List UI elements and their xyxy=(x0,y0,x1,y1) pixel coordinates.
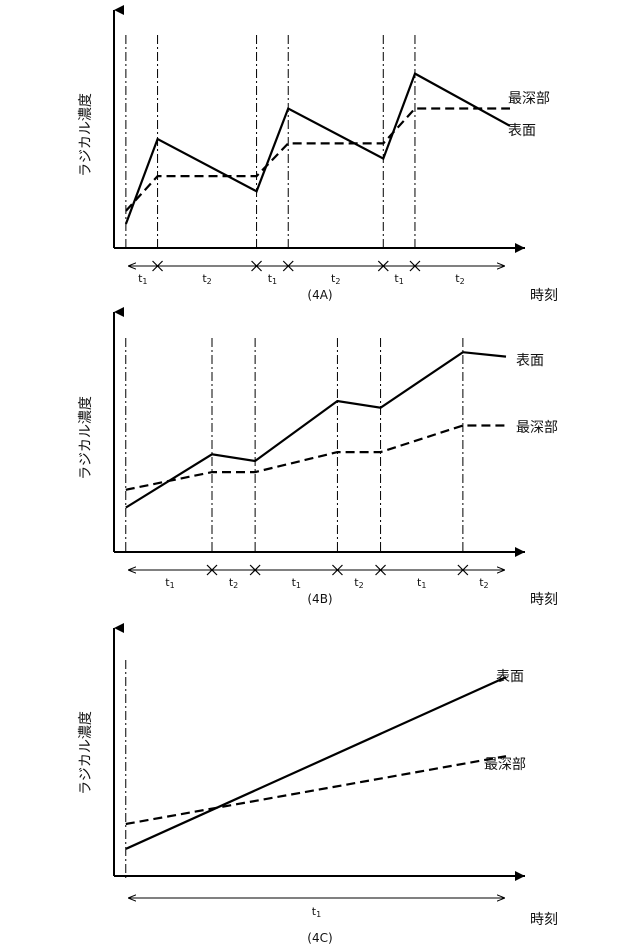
panel-a-segment-label-2: t1 xyxy=(268,272,277,286)
segment-label-sub: 2 xyxy=(233,581,238,590)
panel-a-segment-label-5: t2 xyxy=(455,272,464,286)
panel-a-timeline-cross-1 xyxy=(152,260,163,272)
segment-label-main: t xyxy=(312,905,317,918)
segment-label-sub: 1 xyxy=(399,277,404,286)
panel-c-series-deep xyxy=(125,755,507,826)
panel-c-segment-label-0: t1 xyxy=(312,905,321,919)
panel-a-legend-surface: 表面 xyxy=(508,123,536,139)
cross-stroke xyxy=(282,260,294,272)
segment-label-sub: 2 xyxy=(335,277,340,286)
segment-label-main: t xyxy=(202,272,207,285)
panel-b-segment-label-5: t2 xyxy=(479,576,488,590)
panel-b-segment-label-2: t1 xyxy=(292,576,301,590)
panel-a-ylabel: ラジカル濃度 xyxy=(78,93,94,177)
panel-a-labels: ラジカル濃度 時刻 (4A) 表面 最深部 xyxy=(78,91,558,304)
panel-a-series-surface xyxy=(124,72,511,225)
segment-label-sub: 1 xyxy=(316,910,321,919)
cross-stroke xyxy=(251,260,262,272)
panel-c-labels: ラジカル濃度 時刻 (4C) 表面 最深部 xyxy=(78,669,558,945)
panel-b-series-surface xyxy=(125,351,507,509)
segment-label-sub: 1 xyxy=(421,581,426,590)
panel-c-series-surface xyxy=(125,676,507,850)
panel-a-timeline-cross-4 xyxy=(377,260,389,272)
segment-label-sub: 2 xyxy=(359,581,364,590)
panel-b-ylabel: ラジカル濃度 xyxy=(78,396,94,480)
panel-a-xlabel: 時刻 xyxy=(530,288,558,304)
panel-a-segment-label-0: t1 xyxy=(138,272,147,286)
segment-label-main: t xyxy=(292,576,297,589)
panel-a-segment-label-1: t2 xyxy=(202,272,211,286)
panel-b-legend-deep: 最深部 xyxy=(516,420,558,436)
panel-c: t1 xyxy=(113,623,525,919)
cross-stroke xyxy=(249,564,261,576)
cross-stroke xyxy=(332,564,343,576)
panel-b-segment-label-0: t1 xyxy=(165,576,174,590)
panel-b-timeline-cross-1 xyxy=(206,564,218,576)
segment-label-main: t xyxy=(394,272,399,285)
segment-label-main: t xyxy=(354,576,359,589)
segment-label-sub: 1 xyxy=(170,581,175,590)
panel-c-xlabel: 時刻 xyxy=(530,912,558,928)
panel-c-caption: (4C) xyxy=(307,931,332,945)
panel-b-segment-label-3: t2 xyxy=(354,576,363,590)
segment-label-main: t xyxy=(165,576,170,589)
segment-label-main: t xyxy=(268,272,273,285)
cross-stroke xyxy=(409,260,421,272)
panel-b-segment-label-4: t1 xyxy=(417,576,426,590)
segment-label-sub: 2 xyxy=(207,277,212,286)
segment-label-main: t xyxy=(479,576,484,589)
panel-a-caption: (4A) xyxy=(307,288,332,302)
panel-a-legend-deep: 最深部 xyxy=(508,91,550,107)
panel-b-timeline-cross-5 xyxy=(457,564,469,576)
cross-stroke xyxy=(377,260,389,272)
segment-label-sub: 1 xyxy=(142,277,147,286)
panel-a-segment-label-3: t2 xyxy=(331,272,340,286)
segment-label-sub: 1 xyxy=(296,581,301,590)
segment-label-main: t xyxy=(417,576,422,589)
cross-stroke xyxy=(375,564,386,576)
panel-b-timeline-cross-4 xyxy=(375,564,386,576)
panel-a-timeline-cross-3 xyxy=(282,260,294,272)
panel-b-caption: (4B) xyxy=(307,592,332,606)
panel-b-xlabel: 時刻 xyxy=(530,592,558,608)
panel-c-ylabel: ラジカル濃度 xyxy=(78,711,94,795)
segment-label-sub: 2 xyxy=(484,581,489,590)
segment-label-main: t xyxy=(331,272,336,285)
segment-label-sub: 2 xyxy=(460,277,465,286)
panel-b-segment-label-1: t2 xyxy=(229,576,238,590)
panel-b-timeline-cross-2 xyxy=(249,564,261,576)
panel-a: t1 t2 t1 t2 t1 t2 xyxy=(113,5,525,286)
panel-b-timeline-cross-3 xyxy=(332,564,343,576)
panel-a-timeline-cross-2 xyxy=(251,260,262,272)
cross-stroke xyxy=(152,260,163,272)
panel-c-legend-surface: 表面 xyxy=(496,669,524,685)
cross-stroke xyxy=(457,564,469,576)
segment-label-main: t xyxy=(138,272,143,285)
segment-label-main: t xyxy=(229,576,234,589)
panel-b-series-deep xyxy=(125,424,506,491)
panel-c-legend-deep: 最深部 xyxy=(484,757,526,773)
panel-b-labels: ラジカル濃度 時刻 (4B) 表面 最深部 xyxy=(78,353,558,608)
cross-stroke xyxy=(206,564,218,576)
panel-b: t1 t2 t1 t2 t1 t2 xyxy=(113,307,525,590)
panel-a-timeline-cross-5 xyxy=(409,260,421,272)
segment-label-main: t xyxy=(455,272,460,285)
panel-a-series-deep xyxy=(125,107,510,212)
panel-a-segment-label-4: t1 xyxy=(394,272,403,286)
panel-b-legend-surface: 表面 xyxy=(516,353,544,369)
segment-label-sub: 1 xyxy=(272,277,277,286)
